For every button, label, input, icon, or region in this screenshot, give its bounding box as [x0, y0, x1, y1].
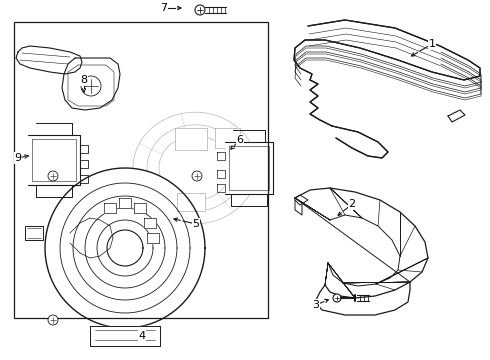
Polygon shape: [206, 7, 209, 13]
Circle shape: [195, 5, 205, 15]
Text: 1: 1: [428, 39, 436, 49]
Circle shape: [333, 294, 341, 302]
Polygon shape: [119, 198, 131, 208]
Polygon shape: [147, 233, 159, 243]
Text: 9: 9: [14, 153, 22, 163]
Polygon shape: [295, 188, 428, 315]
Polygon shape: [144, 218, 156, 228]
Text: 8: 8: [80, 75, 88, 85]
Text: 7: 7: [160, 3, 168, 13]
Polygon shape: [175, 128, 207, 150]
Circle shape: [192, 171, 202, 181]
Polygon shape: [90, 326, 160, 346]
Polygon shape: [45, 168, 205, 328]
Polygon shape: [218, 7, 221, 13]
Polygon shape: [104, 203, 116, 213]
Text: 6: 6: [237, 135, 244, 145]
Polygon shape: [177, 193, 205, 211]
Polygon shape: [107, 230, 143, 266]
Polygon shape: [448, 110, 465, 122]
Text: 5: 5: [193, 219, 199, 229]
Polygon shape: [225, 142, 273, 194]
Polygon shape: [134, 203, 146, 213]
Polygon shape: [214, 7, 217, 13]
Polygon shape: [215, 128, 240, 148]
Polygon shape: [25, 226, 43, 240]
Text: 2: 2: [348, 199, 356, 209]
Polygon shape: [294, 20, 480, 158]
Circle shape: [48, 171, 58, 181]
Polygon shape: [210, 7, 213, 13]
Text: 3: 3: [313, 300, 319, 310]
Bar: [14, 22, 268, 318]
Polygon shape: [16, 46, 82, 74]
Circle shape: [48, 315, 58, 325]
Polygon shape: [222, 7, 225, 13]
Polygon shape: [62, 58, 120, 110]
Text: 4: 4: [139, 331, 146, 341]
Polygon shape: [28, 135, 80, 185]
